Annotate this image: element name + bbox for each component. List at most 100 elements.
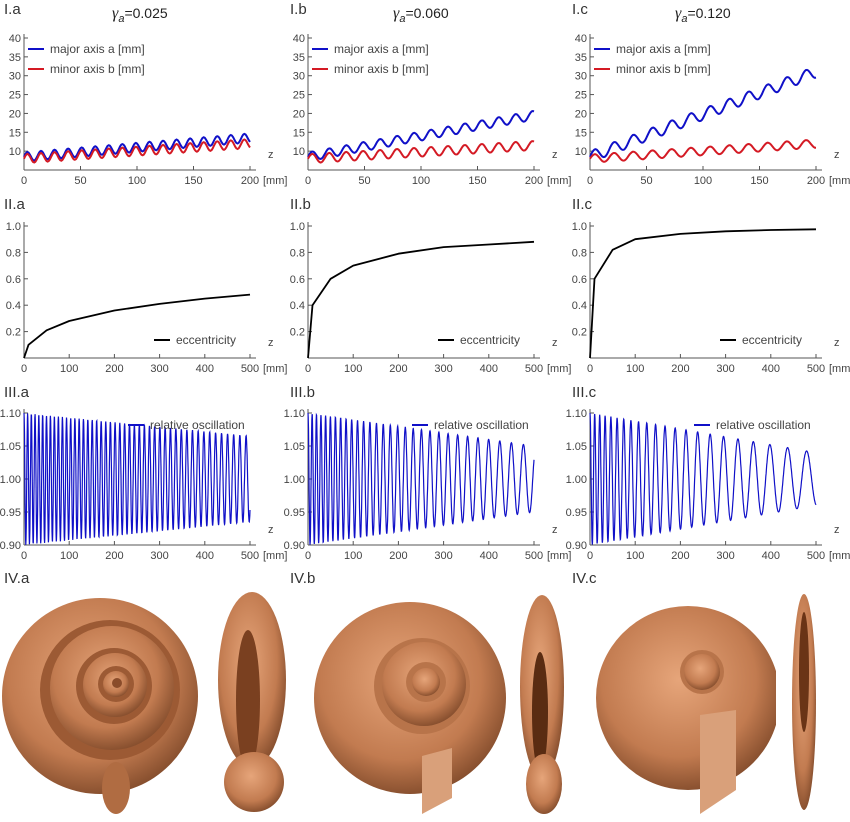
y-tick-label: 30 — [293, 71, 305, 83]
x-axis-label: z — [268, 149, 274, 161]
series-line-eccentricity — [589, 228, 817, 359]
x-tick-label: 100 — [60, 550, 78, 562]
y-tick-label: 0.8 — [290, 247, 305, 259]
x-tick-label: 0 — [305, 363, 311, 375]
chart-oscillation-b: 0.90 0.95 1.00 1.05 1.10 0 100 200 300 400 500 [mm]… — [284, 408, 572, 562]
x-tick-label: 400 — [196, 363, 214, 375]
legend-label: minor axis b [mm] — [334, 62, 429, 76]
y-tick-label: 1.10 — [566, 408, 587, 420]
y-tick-label: 1.10 — [284, 408, 305, 420]
legend-label: relative oscillation — [150, 418, 245, 432]
x-tick-label: 0 — [21, 175, 27, 187]
x-tick-label: 100 — [344, 363, 362, 375]
y-tick-label: 0.6 — [572, 274, 587, 286]
panel-label-IIIa: III.a — [4, 384, 30, 401]
x-tick-label: 300 — [716, 550, 734, 562]
panel-label-IIIc: III.c — [572, 384, 597, 401]
x-tick-label: 400 — [196, 550, 214, 562]
y-tick-label: 15 — [293, 127, 305, 139]
y-tick-label: 20 — [293, 108, 305, 120]
series-line-oscillation — [23, 412, 251, 545]
shell-front-b — [314, 602, 506, 814]
y-tick-label: 0.8 — [572, 247, 587, 259]
x-tick-label: 400 — [762, 550, 780, 562]
y-tick-label: 25 — [575, 90, 587, 102]
y-tick-label: 15 — [575, 127, 587, 139]
y-tick-label: 1.00 — [284, 474, 305, 486]
x-tick-label: 50 — [640, 175, 652, 187]
x-tick-label: 200 — [807, 175, 825, 187]
y-tick-label: 0.6 — [290, 274, 305, 286]
x-tick-label: 150 — [184, 175, 202, 187]
panel-label-IIIb: III.b — [290, 384, 316, 401]
y-tick-label: 10 — [9, 146, 21, 158]
x-unit-label: [mm] — [263, 175, 287, 187]
y-tick-label: 0.2 — [290, 327, 305, 339]
series-line-major — [23, 132, 251, 162]
y-tick-label: 0.90 — [0, 540, 21, 552]
chart-eccentricity-a: 0.2 0.4 0.6 0.8 1.0 0 100 200 300 400 500 [mm] z ecce… — [6, 221, 288, 375]
panel-label-IVc: IV.c — [572, 570, 597, 587]
y-tick-label: 10 — [293, 146, 305, 158]
legend-label: major axis a [mm] — [616, 42, 711, 56]
y-tick-label: 35 — [575, 52, 587, 64]
y-tick-label: 0.4 — [290, 300, 305, 312]
y-tick-label: 0.6 — [6, 274, 21, 286]
chart-oscillation-c: 0.90 0.95 1.00 1.05 1.10 0 100 200 300 400 500 [mm]… — [566, 408, 850, 562]
shell-side-b — [520, 595, 564, 814]
chart-major-minor-b: 10 15 20 25 30 35 40 0 50 100 150 200 [mm] z major axi… — [293, 33, 572, 187]
shell-side-a — [218, 592, 286, 812]
x-tick-label: 500 — [807, 363, 825, 375]
x-tick-label: 0 — [21, 550, 27, 562]
y-tick-label: 0.90 — [566, 540, 587, 552]
x-tick-label: 0 — [21, 363, 27, 375]
y-tick-label: 0.95 — [566, 507, 587, 519]
x-axis-label: z — [834, 149, 840, 161]
x-tick-label: 100 — [60, 363, 78, 375]
panel-label-IVa: IV.a — [4, 570, 30, 587]
x-tick-label: 100 — [128, 175, 146, 187]
y-tick-label: 25 — [9, 90, 21, 102]
x-axis-label: z — [552, 524, 558, 536]
y-tick-label: 1.0 — [290, 221, 305, 233]
x-tick-label: 0 — [587, 175, 593, 187]
shell-front-a — [2, 598, 198, 814]
y-tick-label: 1.0 — [572, 221, 587, 233]
chart-eccentricity-c: 0.2 0.4 0.6 0.8 1.0 0 100 200 300 400 500 [mm] z ecce… — [572, 221, 850, 375]
y-tick-label: 30 — [9, 71, 21, 83]
legend-label: eccentricity — [176, 333, 236, 347]
gamma-title-b: γa=0.060 — [393, 5, 449, 25]
x-tick-label: 100 — [626, 550, 644, 562]
panel-label-IVb: IV.b — [290, 570, 316, 587]
legend-label: relative oscillation — [434, 418, 529, 432]
y-tick-label: 0.90 — [284, 540, 305, 552]
y-tick-label: 1.05 — [0, 441, 21, 453]
x-tick-label: 50 — [358, 175, 370, 187]
y-tick-label: 40 — [575, 33, 587, 45]
panel-label-Ib: I.b — [290, 1, 307, 18]
y-tick-label: 0.95 — [284, 507, 305, 519]
y-tick-label: 20 — [9, 108, 21, 120]
x-tick-label: 100 — [694, 175, 712, 187]
series-line-oscillation — [307, 412, 535, 545]
series-line-minor — [307, 140, 535, 164]
y-tick-label: 40 — [293, 33, 305, 45]
x-tick-label: 0 — [305, 550, 311, 562]
x-tick-label: 300 — [716, 363, 734, 375]
x-unit-label: [mm] — [829, 175, 850, 187]
x-tick-label: 150 — [468, 175, 486, 187]
panel-label-Ic: I.c — [572, 1, 588, 18]
x-tick-label: 500 — [241, 363, 259, 375]
y-tick-label: 0.2 — [6, 327, 21, 339]
y-tick-label: 35 — [9, 52, 21, 64]
y-tick-label: 1.05 — [566, 441, 587, 453]
panel-label-IIc: II.c — [572, 196, 593, 213]
x-tick-label: 200 — [389, 550, 407, 562]
series-line-oscillation — [589, 412, 817, 545]
legend-label: eccentricity — [742, 333, 802, 347]
x-tick-label: 300 — [434, 550, 452, 562]
y-tick-label: 0.8 — [6, 247, 21, 259]
x-tick-label: 50 — [74, 175, 86, 187]
x-tick-label: 200 — [671, 363, 689, 375]
x-tick-label: 100 — [412, 175, 430, 187]
